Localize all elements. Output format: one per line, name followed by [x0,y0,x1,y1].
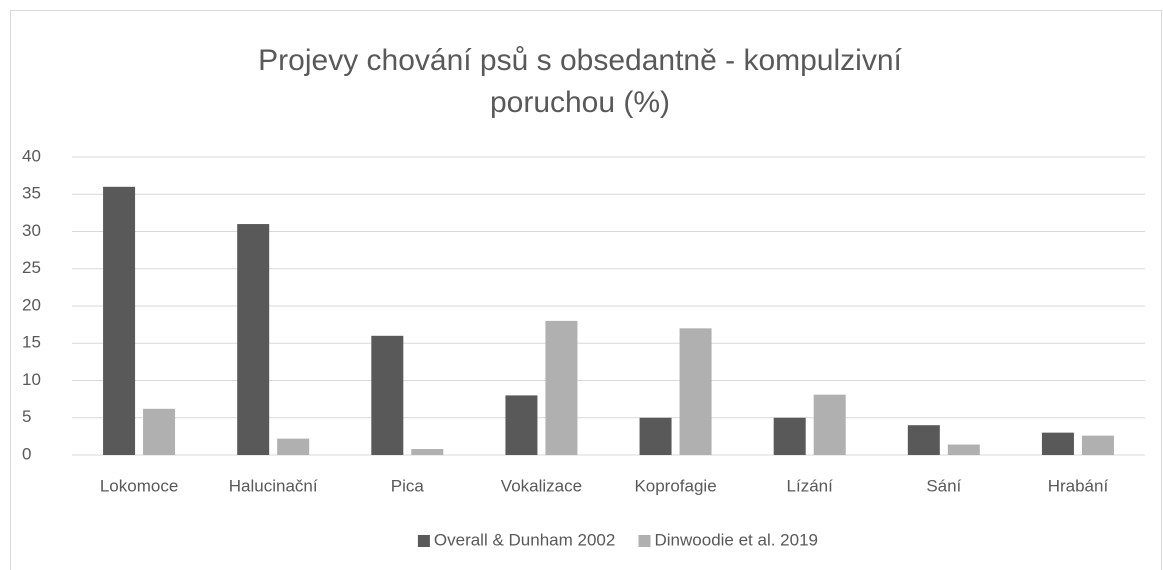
y-tick-label: 0 [22,444,31,463]
legend-swatch [417,535,430,547]
y-tick-label: 25 [22,258,41,277]
x-tick-label: Sání [926,476,961,495]
x-tick-label: Hrabání [1048,476,1109,495]
y-tick-label: 40 [22,146,41,165]
bar [277,438,310,455]
y-tick-label: 15 [22,333,41,352]
bar [237,224,270,455]
y-tick-label: 35 [22,184,41,203]
chart-frame [10,10,1162,570]
legend-label: Overall & Dunham 2002 [434,530,615,549]
x-tick-label: Lokomoce [100,476,178,495]
bar [371,335,404,455]
bar [947,444,980,455]
bar [505,395,538,455]
y-tick-label: 20 [22,295,41,314]
x-tick-label: Vokalizace [501,476,582,495]
bar [143,408,176,455]
x-tick-label: Pica [391,476,425,495]
bar [411,449,444,455]
bar [1041,432,1074,455]
bar [103,186,136,456]
bar [907,425,940,455]
bar [813,394,846,455]
bar [1081,435,1114,455]
y-tick-label: 10 [22,370,41,389]
bar [773,417,806,455]
y-tick-label: 5 [22,407,31,426]
chart-title: Projevy chování psů s obsedantně - kompu… [258,44,902,119]
y-tick-label: 30 [22,221,41,240]
x-tick-label: Halucinační [229,476,318,495]
bar [545,320,578,455]
bar [639,417,672,455]
bar [679,328,712,455]
legend-label: Dinwoodie et al. 2019 [655,530,819,549]
legend-swatch [638,535,651,547]
x-tick-label: Lízání [787,476,834,495]
x-tick-label: Koprofagie [634,476,716,495]
